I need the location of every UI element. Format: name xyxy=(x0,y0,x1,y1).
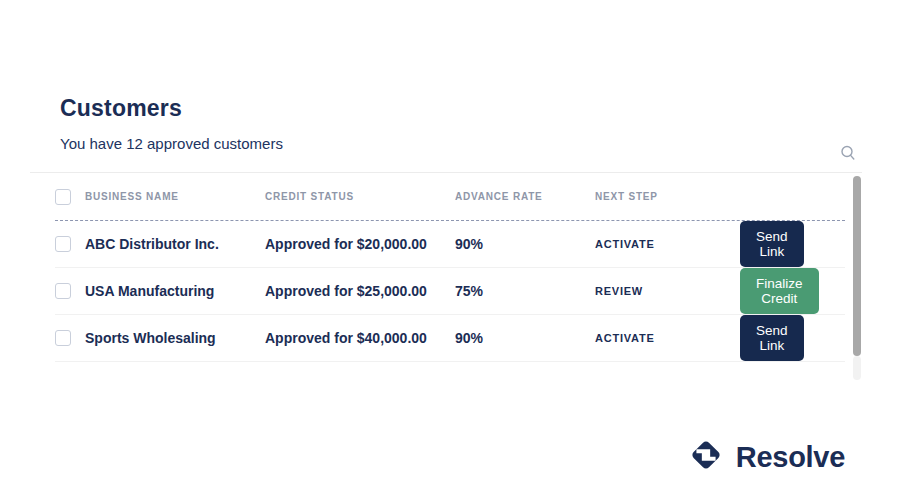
column-header-advance-rate: Advance Rate xyxy=(455,191,595,202)
table-row: Sports Wholesaling Approved for $40,000.… xyxy=(55,315,845,362)
scrollbar-track xyxy=(853,356,861,380)
select-all-checkbox[interactable] xyxy=(55,189,71,205)
send-link-button[interactable]: Send Link xyxy=(740,315,804,361)
search-button[interactable] xyxy=(838,144,858,164)
credit-status-cell: Approved for $25,000.00 xyxy=(265,283,455,299)
row-checkbox[interactable] xyxy=(55,236,71,252)
scrollbar xyxy=(853,176,861,380)
page-header: Customers You have 12 approved customers xyxy=(60,95,283,152)
business-name-cell: ABC Distributor Inc. xyxy=(85,236,265,252)
column-header-next-step: Next Step xyxy=(595,191,740,202)
advance-rate-cell: 75% xyxy=(455,283,595,299)
business-name-cell: USA Manufacturing xyxy=(85,283,265,299)
advance-rate-cell: 90% xyxy=(455,236,595,252)
next-step-cell: ACTIVATE xyxy=(595,238,740,250)
column-header-credit-status: Credit Status xyxy=(265,191,455,202)
customers-table: Business Name Credit Status Advance Rate… xyxy=(30,172,862,362)
row-checkbox[interactable] xyxy=(55,283,71,299)
credit-status-cell: Approved for $40,000.00 xyxy=(265,330,455,346)
search-icon xyxy=(839,150,857,165)
credit-status-cell: Approved for $20,000.00 xyxy=(265,236,455,252)
column-header-business-name: Business Name xyxy=(85,191,265,202)
finalize-credit-button[interactable]: Finalize Credit xyxy=(740,268,819,314)
row-checkbox[interactable] xyxy=(55,330,71,346)
brand-logo: Resolve xyxy=(686,435,845,479)
page-title: Customers xyxy=(60,95,283,122)
next-step-cell: REVIEW xyxy=(595,285,740,297)
brand-name: Resolve xyxy=(736,441,845,474)
send-link-button[interactable]: Send Link xyxy=(740,221,804,267)
table-header-row: Business Name Credit Status Advance Rate… xyxy=(55,173,845,221)
resolve-diamond-icon xyxy=(686,435,726,479)
scrollbar-thumb[interactable] xyxy=(853,176,861,356)
next-step-cell: ACTIVATE xyxy=(595,332,740,344)
page-subtitle: You have 12 approved customers xyxy=(60,135,283,152)
table-row: USA Manufacturing Approved for $25,000.0… xyxy=(55,268,845,315)
business-name-cell: Sports Wholesaling xyxy=(85,330,265,346)
advance-rate-cell: 90% xyxy=(455,330,595,346)
table-row: ABC Distributor Inc. Approved for $20,00… xyxy=(55,221,845,268)
